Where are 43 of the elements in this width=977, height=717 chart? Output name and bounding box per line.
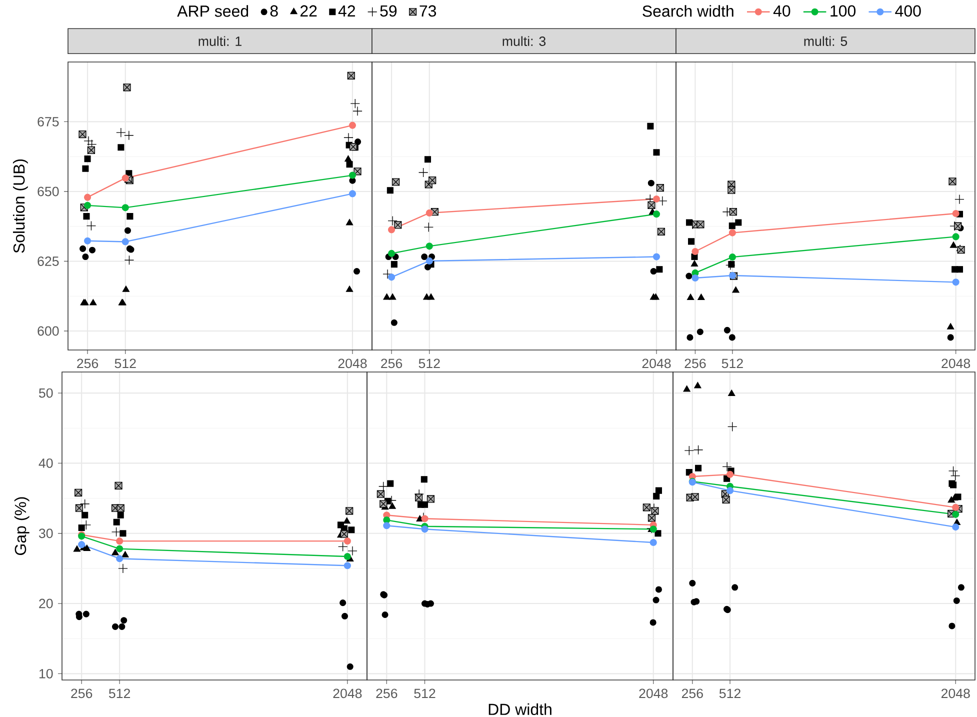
x-tick-label: 256 — [381, 358, 402, 368]
y-tick-label: 40 — [38, 458, 53, 468]
chart-title: multi: 3 — [502, 36, 546, 46]
legend-label: 400 — [895, 5, 921, 17]
x-tick-label: 512 — [418, 358, 440, 368]
y-tick-label: 30 — [38, 528, 53, 538]
x-tick-label: 256 — [682, 688, 703, 698]
y-tick-label: 20 — [39, 598, 53, 608]
y-axis-title: Gap (%) — [14, 497, 30, 555]
x-tick-label: 2048 — [333, 688, 362, 698]
x-tick-label: 512 — [719, 688, 740, 698]
x-tick-label: 512 — [722, 358, 743, 368]
legend-label: 40 — [773, 5, 790, 17]
y-tick-label: 50 — [39, 388, 53, 398]
x-tick-label: 256 — [77, 358, 98, 368]
x-tick-label: 2048 — [642, 358, 671, 368]
legend-title: Search width — [642, 5, 734, 17]
x-tick-label: 256 — [376, 688, 398, 698]
legend-label: 42 — [338, 5, 355, 16]
legend-label: 8 — [270, 5, 278, 17]
y-tick-label: 650 — [38, 186, 59, 196]
y-tick-label: 600 — [38, 326, 59, 336]
x-tick-label: 256 — [71, 688, 92, 698]
x-tick-label: 512 — [108, 688, 130, 698]
x-axis-title: DD width — [488, 703, 552, 716]
y-axis-title: Solution (UB) — [12, 159, 28, 253]
x-tick-label: 2048 — [639, 688, 668, 698]
legend-label: 100 — [830, 5, 856, 17]
x-tick-label: 2048 — [338, 358, 367, 368]
x-tick-label: 512 — [114, 358, 136, 368]
x-tick-label: 2048 — [942, 358, 970, 368]
legend-title: ARP seed — [177, 5, 248, 17]
legend-label: 59 — [380, 5, 397, 17]
x-tick-label: 2048 — [941, 688, 970, 698]
y-tick-label: 675 — [38, 116, 59, 126]
x-tick-label: 256 — [684, 358, 706, 368]
legend-label: 73 — [420, 5, 436, 17]
chart-title: multi: 1 — [198, 36, 242, 46]
y-tick-label: 10 — [39, 668, 53, 678]
chart-title: multi: 5 — [804, 36, 848, 46]
y-tick-label: 625 — [38, 256, 59, 266]
x-tick-label: 512 — [414, 688, 436, 698]
legend-label: 22 — [300, 5, 317, 16]
